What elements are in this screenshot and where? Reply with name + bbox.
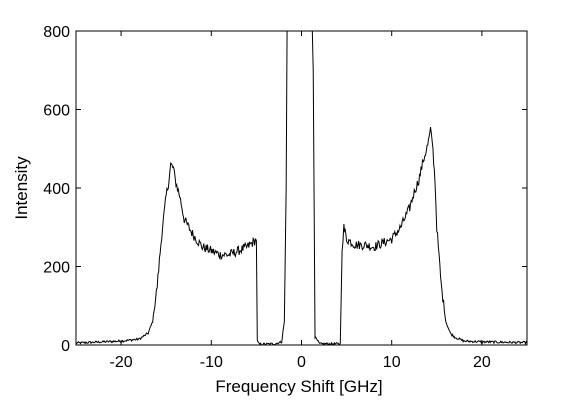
y-tick-label: 600 xyxy=(43,103,70,120)
spectrum-line xyxy=(76,31,527,345)
y-tick-label: 400 xyxy=(43,181,70,198)
x-tick-label: 10 xyxy=(383,354,401,371)
y-axis-label: Intensity xyxy=(12,156,31,220)
plot-frame xyxy=(75,30,528,346)
y-tick-label: 200 xyxy=(43,260,70,277)
x-tick-label: 20 xyxy=(473,354,491,371)
x-axis: -20 -10 0 10 20 xyxy=(110,31,491,371)
x-tick-label: -10 xyxy=(200,354,223,371)
y-tick-label: 0 xyxy=(61,338,70,355)
plot-area xyxy=(75,30,528,346)
x-tick-label: 0 xyxy=(297,354,306,371)
y-axis: 0 200 400 600 800 xyxy=(43,24,527,355)
x-tick-label: -20 xyxy=(110,354,133,371)
x-axis-label: Frequency Shift [GHz] xyxy=(215,377,382,396)
y-tick-label: 800 xyxy=(43,24,70,41)
